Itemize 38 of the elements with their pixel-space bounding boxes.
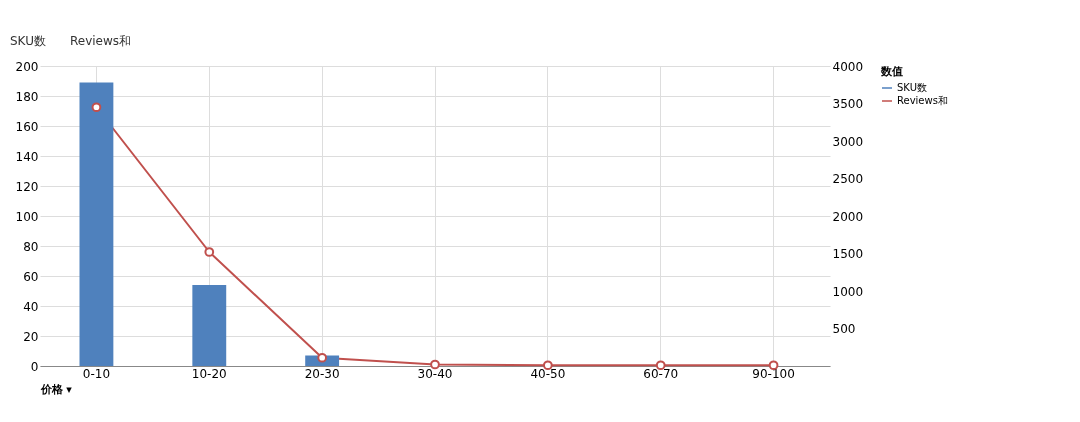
y2-tick-label: 4000 — [832, 59, 864, 74]
legend-title: 数值 — [880, 65, 903, 78]
x-tick-label: 30-40 — [417, 366, 453, 381]
x-tick-label: 0-10 — [82, 366, 111, 381]
point — [430, 359, 440, 370]
x-tick-label: 40-50 — [530, 366, 566, 381]
y2-tick-label: 500 — [832, 322, 856, 336]
y-tick-label: 140 — [15, 149, 39, 164]
y-tick-label: 180 — [15, 89, 39, 104]
bar — [192, 285, 227, 366]
y-tick-label: 200 — [15, 59, 39, 74]
y-tick-label: 80 — [23, 239, 39, 254]
text: Reviews和 — [70, 34, 132, 48]
y2-tick-label: 2500 — [832, 172, 864, 186]
y-tick-label: 100 — [15, 209, 39, 224]
y-tick-label: 120 — [15, 179, 39, 194]
y-tick-label: 0 — [30, 359, 39, 374]
x-tick-label: 10-20 — [191, 366, 227, 381]
x-tick-label: 90-100 — [752, 366, 795, 381]
text: SKU数 — [10, 34, 46, 48]
x-axis-title: 价格 ▾ — [39, 382, 73, 396]
y2-tick-label: 2000 — [832, 209, 864, 224]
y2-tick-label: 3500 — [832, 97, 864, 111]
y2-tick-label: 1000 — [832, 284, 864, 299]
point — [91, 102, 102, 113]
bar — [79, 82, 114, 366]
legend-label: SKU数 — [897, 82, 927, 93]
y2-tick-label: 3000 — [832, 134, 864, 149]
y-tick-label: 160 — [15, 119, 39, 134]
y2-tick-label: 1500 — [832, 247, 864, 261]
legend-label: Reviews和 — [897, 95, 948, 106]
x-tick-label: 60-70 — [643, 366, 679, 381]
y-tick-label: 40 — [23, 299, 39, 314]
y-tick-label: 20 — [23, 329, 39, 344]
y-tick-label: 60 — [23, 269, 39, 284]
x-tick-label: 20-30 — [304, 366, 340, 381]
point — [204, 247, 215, 257]
point — [317, 352, 328, 363]
